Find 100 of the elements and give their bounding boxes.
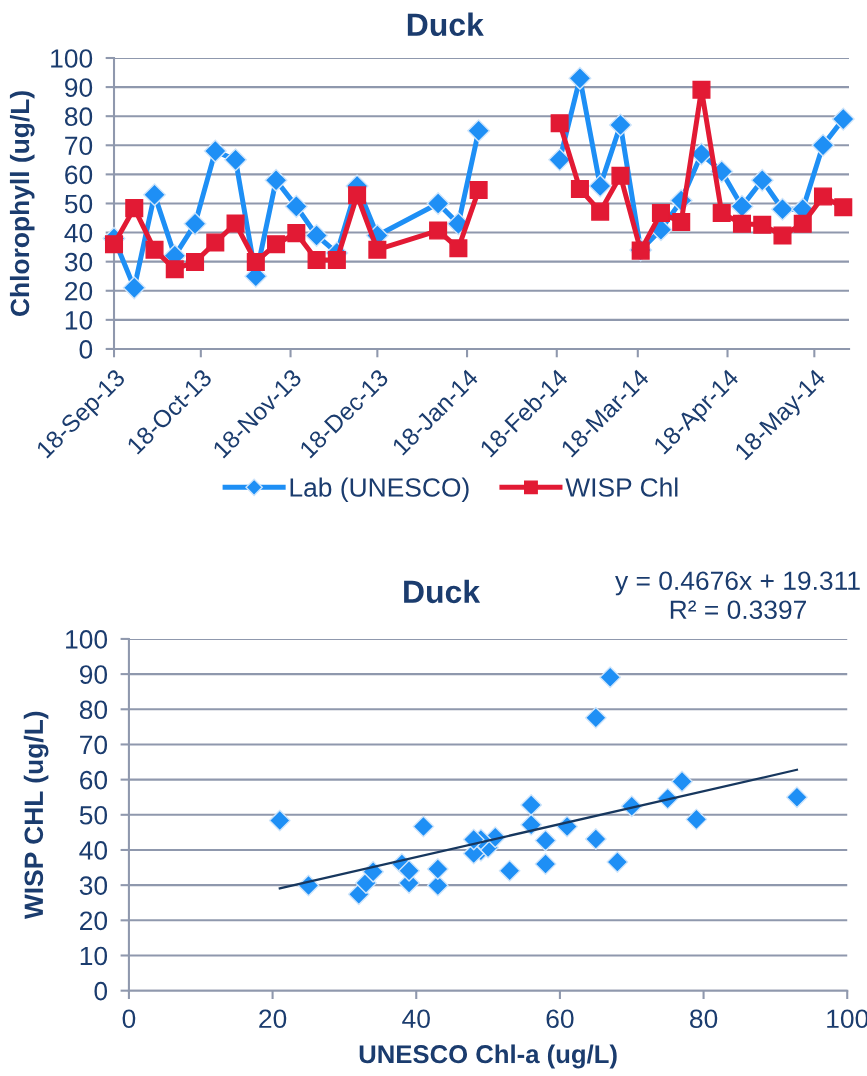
point [264, 168, 288, 192]
point [599, 666, 622, 689]
point [611, 166, 630, 185]
point [520, 794, 543, 816]
point [570, 179, 589, 198]
point [226, 214, 245, 233]
point [449, 239, 468, 258]
y-tick-label: 10 [80, 946, 108, 966]
y-tick-label: 50 [64, 194, 93, 214]
x-tick-label: 0 [122, 1009, 136, 1029]
point [412, 815, 435, 838]
legend-label: WISP Chl [565, 477, 678, 497]
y-tick-label: 20 [65, 281, 93, 301]
x-tick-label: 60 [546, 1009, 574, 1029]
y-tick-label: 70 [65, 136, 93, 156]
point [348, 186, 367, 205]
point [591, 202, 610, 221]
y-tick-label: 30 [64, 252, 93, 272]
point [467, 119, 491, 143]
y-tick-label: 100 [66, 630, 108, 649]
point [692, 80, 711, 99]
point [786, 786, 808, 809]
y-tick-label: 30 [79, 876, 108, 895]
point [246, 252, 265, 271]
text: y = 0.4676x + 19.311 [615, 571, 860, 596]
point [753, 215, 772, 234]
point [469, 181, 488, 200]
legend-label: Lab (UNESCO) [290, 477, 469, 503]
point [125, 199, 144, 218]
y-tick-label: 80 [64, 107, 93, 127]
x-tick-label: 40 [402, 1009, 430, 1029]
point [651, 204, 670, 223]
point [793, 214, 812, 233]
point [224, 148, 248, 172]
point [813, 187, 833, 206]
point [287, 224, 306, 243]
point [831, 107, 855, 131]
point [770, 197, 794, 221]
point [606, 850, 629, 873]
chart-title: Duck [407, 12, 484, 37]
point [355, 872, 377, 894]
point [550, 114, 569, 133]
y-axis-title: Chlorophyll (ug/L) [9, 91, 35, 316]
y-tick-label: 60 [80, 770, 108, 790]
point [568, 66, 592, 90]
point [608, 113, 632, 137]
point [712, 204, 731, 223]
point [534, 853, 557, 875]
point [429, 221, 448, 240]
point [548, 148, 572, 172]
point [773, 226, 792, 245]
y-tick-label: 50 [79, 805, 108, 825]
x-tick-label: 80 [690, 1009, 718, 1029]
point [307, 250, 326, 269]
y-tick-label: 10 [65, 310, 93, 330]
y-tick-label: 90 [65, 78, 93, 97]
x-tick-label: 20 [259, 1009, 287, 1029]
point [398, 859, 421, 882]
chart-title: Duck [404, 579, 481, 604]
point [588, 174, 612, 198]
y-tick-label: 0 [94, 981, 108, 1001]
y-tick-label: 20 [80, 911, 108, 931]
y-tick-label: 100 [51, 49, 93, 68]
point [183, 212, 207, 236]
point [834, 198, 853, 217]
point [534, 829, 557, 852]
point [143, 183, 167, 207]
y-tick-label: 60 [65, 165, 93, 185]
point [186, 252, 205, 271]
point [145, 240, 164, 259]
point [206, 233, 225, 252]
point [672, 213, 691, 232]
point [685, 808, 708, 831]
y-tick-label: 70 [80, 735, 108, 755]
point [305, 223, 329, 247]
point [165, 260, 184, 279]
point [284, 194, 308, 218]
point [426, 874, 449, 897]
y-tick-label: 80 [79, 700, 108, 720]
y-tick-label: 90 [79, 665, 108, 684]
point [267, 235, 286, 254]
point [584, 706, 607, 729]
point [426, 191, 450, 215]
y-tick-label: 0 [79, 340, 93, 359]
point [327, 250, 346, 269]
point [498, 859, 521, 882]
y-axis-title: WISP CHL (ug/L) [23, 711, 49, 920]
point [122, 276, 146, 300]
point [104, 235, 124, 254]
point [730, 194, 754, 218]
point [750, 168, 774, 192]
text: R² = 0.3397 [670, 600, 806, 620]
y-tick-label: 40 [79, 841, 108, 860]
point [203, 139, 227, 163]
point [426, 858, 449, 880]
point [584, 828, 607, 851]
point [368, 240, 387, 259]
point [811, 133, 835, 157]
x-axis-title: UNESCO Chl-a (ug/L) [359, 1044, 617, 1069]
point [732, 214, 752, 233]
